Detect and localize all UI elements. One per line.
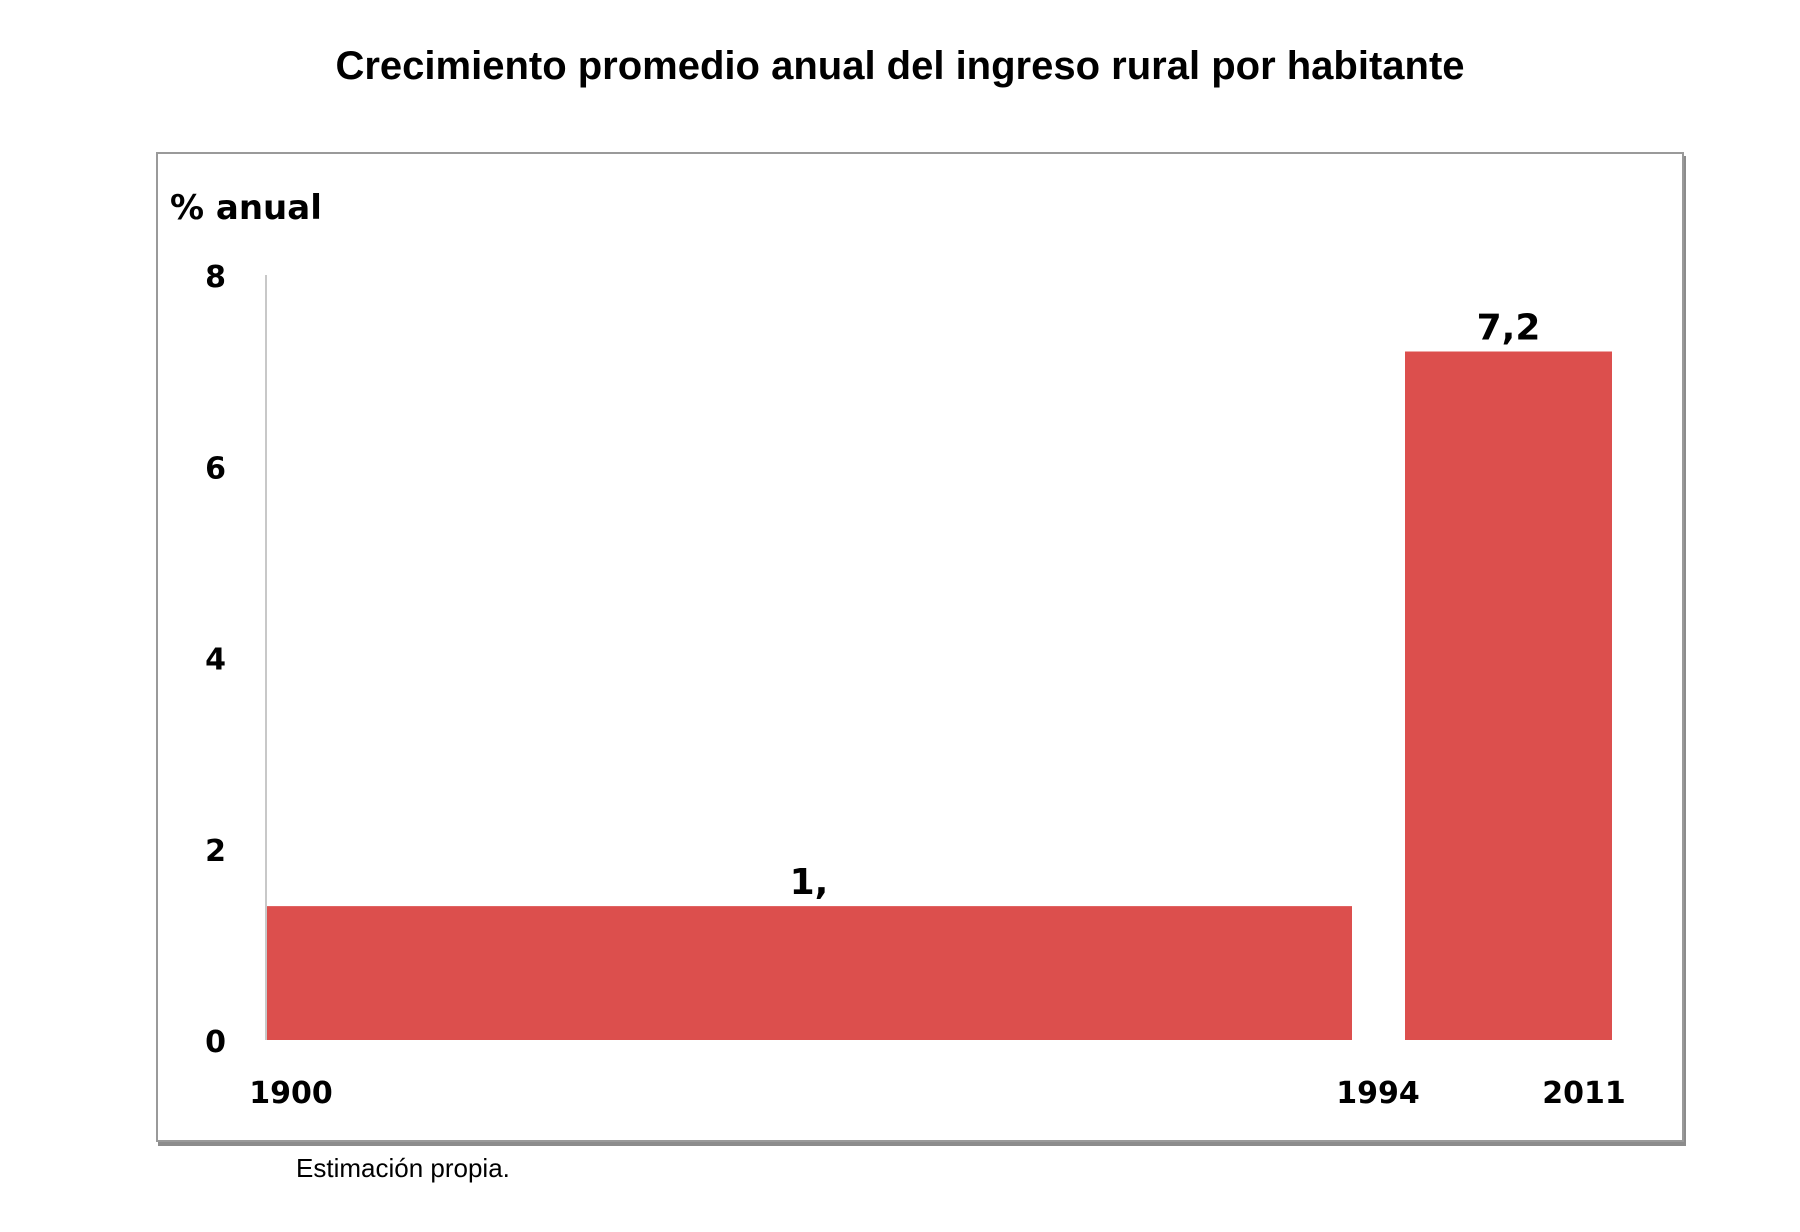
y-tick-label-3: 6 (205, 451, 226, 486)
bars-layer (266, 351, 1612, 1040)
y-tick-label-0: 0 (205, 1025, 226, 1060)
y-tick-label-2: 4 (205, 643, 226, 678)
x-tick-label-2: 2011 (1542, 1076, 1626, 1111)
labels-layer: 1, 7,2 (790, 308, 1541, 904)
x-tick-label-0: 1900 (249, 1076, 333, 1111)
x-ticks-layer: 1900 1994 2011 (249, 1076, 1626, 1111)
y-axis-label: % anual (170, 188, 322, 228)
y-tick-label-4: 8 (205, 260, 226, 295)
bar-0 (266, 906, 1352, 1040)
footnote: Estimación propia. (296, 1153, 510, 1183)
y-tick-label-1: 2 (205, 834, 226, 869)
y-ticks-layer: 0 2 4 6 8 (205, 260, 226, 1060)
bar-label-0: 1, (790, 862, 829, 903)
bar-1 (1405, 351, 1612, 1040)
bar-label-1: 7,2 (1477, 308, 1541, 349)
x-tick-label-1: 1994 (1336, 1076, 1420, 1111)
chart-title: Crecimiento promedio anual del ingreso r… (335, 44, 1465, 88)
